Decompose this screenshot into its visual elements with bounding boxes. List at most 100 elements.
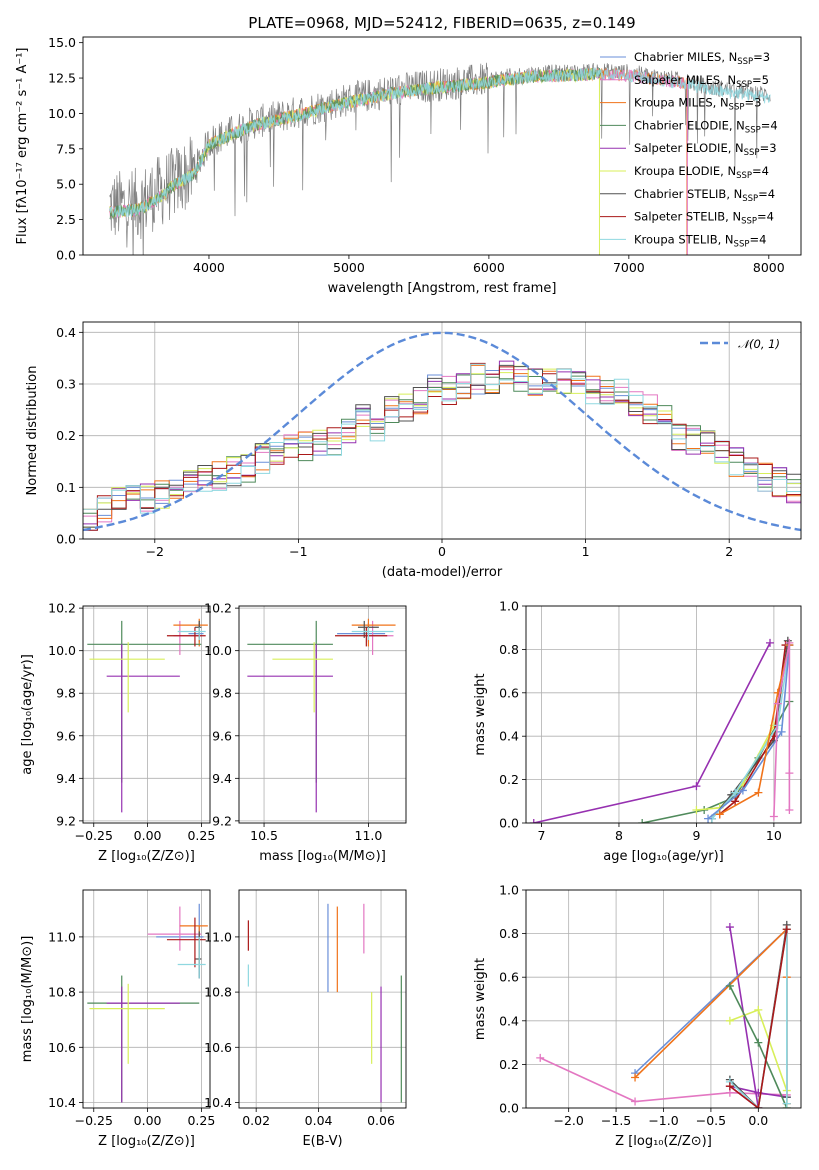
axes-frame — [82, 605, 211, 824]
series-marker — [692, 782, 701, 791]
series-marker — [777, 727, 786, 736]
series-marker — [715, 810, 724, 819]
y-axis-label: mass weight — [473, 958, 488, 1040]
plot-residuals: −2 −1 0 1 2 0.0 0.1 0.2 0.3 0.4 (data-model)/error… — [25, 321, 802, 580]
y-tick-label: 10.0 — [204, 643, 232, 658]
y-tick-label: 10.0 — [48, 643, 76, 658]
x-axis-label: age [log₁₀(age/yr)] — [603, 849, 724, 864]
legend: Chabrier MILES, NSSP=3 Salpeter MILES, NS… — [600, 50, 778, 249]
y-axis-label: mass weight — [473, 673, 488, 755]
series-marker — [725, 1016, 734, 1025]
y-axis-label: mass [log₁₀(M/M⊙)] — [20, 936, 35, 1063]
plot-area — [83, 331, 801, 532]
series-marker — [773, 699, 782, 708]
y-tick-label: 0.1 — [56, 480, 76, 495]
y-tick-label: 10.0 — [48, 106, 76, 121]
x-tick-label: 0.25 — [187, 1113, 215, 1128]
plot-area — [247, 903, 402, 1103]
x-tick-label: 0.00 — [134, 1113, 162, 1128]
series-chabrier-miles — [704, 641, 794, 823]
y-tick-label: 10.2 — [204, 601, 232, 616]
y-tick-label: 9.2 — [212, 813, 232, 828]
x-axis-label: Z [log₁₀(Z/Z⊙)] — [615, 1134, 712, 1149]
y-tick-label: 9.4 — [56, 771, 76, 786]
errorbar-kroupa-stelib — [177, 936, 206, 979]
series-marker — [529, 819, 538, 823]
x-tick-label: 10 — [766, 828, 782, 843]
errorbar-salpeter-stelib — [166, 917, 206, 968]
y-tick-label: 0.2 — [499, 1057, 519, 1072]
errorbar-kroupa-elodie — [89, 642, 165, 713]
x-tick-label: 8000 — [753, 260, 785, 275]
series-marker — [785, 769, 794, 778]
x-tick-label: 8 — [615, 828, 623, 843]
plot-area — [529, 636, 794, 823]
legend-entry-chabrier-stelib: Chabrier STELIB, NSSP=4 — [634, 187, 775, 204]
series-marker — [738, 786, 747, 795]
series-marker — [536, 1053, 545, 1062]
histogram-kroupa-stelib — [83, 363, 801, 514]
series-marker — [725, 923, 734, 932]
errorbar-salpeter-stelib — [335, 627, 388, 647]
y-tick-label: 12.5 — [48, 71, 76, 86]
y-tick-label: 0.8 — [499, 926, 519, 941]
y-tick-label: 0.0 — [499, 816, 519, 831]
plot-area — [536, 920, 791, 1108]
series-marker — [692, 805, 701, 814]
x-axis-label: Z [log₁₀(Z/Z⊙)] — [98, 1134, 195, 1149]
x-tick-label: 7000 — [613, 260, 645, 275]
x-tick-label: 0.00 — [134, 828, 162, 843]
series-marker — [782, 1099, 791, 1108]
series-marker — [754, 1038, 763, 1047]
normal-curve — [83, 331, 801, 532]
x-tick-label: −0.25 — [75, 828, 113, 843]
y-tick-label: 9.8 — [56, 686, 76, 701]
x-tick-label: 11.0 — [355, 828, 383, 843]
series-marker — [731, 788, 740, 797]
series-salpeter-stelib — [715, 641, 790, 819]
plot-spectrum: 4000 5000 6000 7000 8000 0.0 2.5 5.0 7.5 10.0 12.5… — [15, 14, 802, 296]
plot-mass-vs-Z: −0.25 0.00 0.25 10.4 10.6 10.8 11.0 Z [log₁₀(Z/… — [20, 889, 215, 1149]
errorbar-kroupa-stelib — [177, 627, 206, 641]
series-chabrier-stelib — [707, 636, 792, 823]
x-axis-label: E(B-V) — [302, 1134, 342, 1149]
series-line-salpeter-stelib — [729, 929, 788, 1108]
y-tick-label: 0.3 — [56, 377, 76, 392]
series-marker — [631, 1097, 640, 1106]
axes-frame — [238, 889, 407, 1109]
y-tick-label: 5.0 — [56, 177, 76, 192]
y-tick-label: 10.8 — [48, 985, 76, 1000]
series-marker — [785, 638, 794, 647]
x-axis-label: (data-model)/error — [382, 565, 503, 580]
y-tick-label: 10.6 — [204, 1040, 232, 1055]
y-tick-label: 1.0 — [499, 599, 519, 614]
y-tick-label: 10.4 — [48, 1095, 76, 1110]
errorbar-kroupa-miles — [351, 618, 396, 647]
plot-age-vs-mass: 10.5 11.0 9.2 9.4 9.6 9.8 10.0 10.2 mass [log₁₀(… — [204, 601, 407, 864]
errorbar-chabrier-miles — [337, 623, 386, 643]
plot-area — [109, 62, 771, 255]
series-marker — [785, 805, 794, 814]
y-tick-label: 9.8 — [212, 686, 232, 701]
y-tick-label: 0.4 — [56, 325, 76, 340]
y-tick-label: 7.5 — [56, 141, 76, 156]
x-tick-label: 5000 — [333, 260, 365, 275]
x-tick-label: 1 — [582, 544, 590, 559]
x-tick-label: 10.5 — [250, 828, 278, 843]
x-tick-label: −0.25 — [75, 1113, 113, 1128]
plot-area — [247, 618, 396, 813]
legend-entry-kroupa-elodie: Kroupa ELODIE, NSSP=4 — [634, 164, 769, 181]
y-tick-label: 2.5 — [56, 212, 76, 227]
y-tick-label: 1.0 — [499, 883, 519, 898]
series-marker — [731, 797, 740, 806]
series-line-kroupa-miles — [719, 644, 791, 815]
x-tick-label: 9 — [692, 828, 700, 843]
y-tick-label: 11.0 — [48, 929, 76, 944]
legend-entry-normal: 𝒩(0, 1) — [738, 337, 780, 351]
legend-entry-chabrier-elodie: Chabrier ELODIE, NSSP=4 — [634, 118, 778, 135]
x-tick-label: 4000 — [193, 260, 225, 275]
errorbar-chabrier-stelib — [194, 931, 202, 979]
series-marker — [631, 1073, 640, 1082]
y-tick-label: 0.0 — [56, 532, 76, 547]
model-kroupa-stelib — [109, 67, 771, 218]
